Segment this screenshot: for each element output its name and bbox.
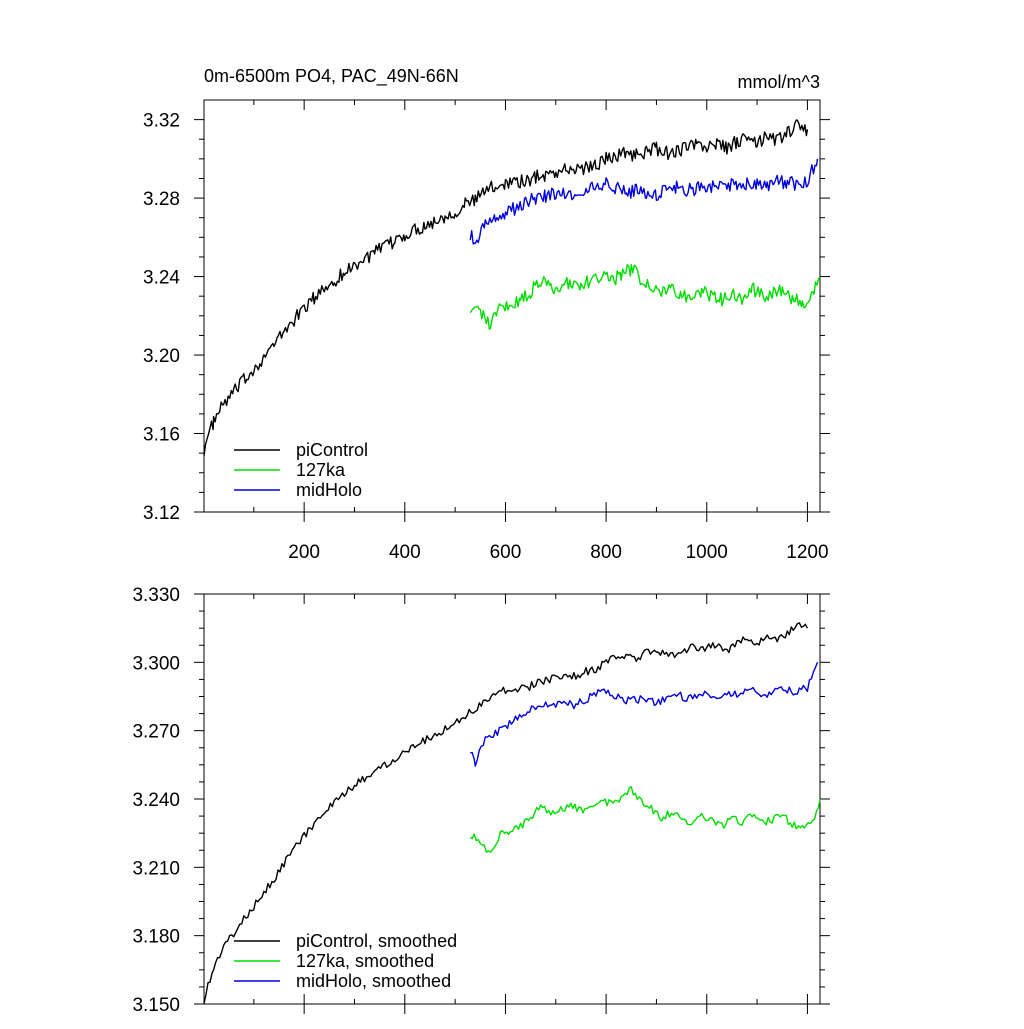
y-tick-label: 3.180	[132, 927, 180, 948]
plot-frame	[203, 99, 821, 513]
y-tick-label: 3.16	[143, 425, 180, 446]
x-tick-label: 800	[590, 542, 622, 563]
top-panel-title: 0m-6500m PO4, PAC_49N-66N	[204, 66, 459, 87]
legend-label: 127ka, smoothed	[296, 951, 434, 971]
x-tick-label: 1200	[786, 542, 828, 563]
y-tick-label: 3.12	[143, 503, 180, 524]
bottom-panel: 3.150 3.180 3.210 3.240 3.270 3.300 3.330 piCon…	[132, 585, 830, 1016]
y-tick-label: 3.24	[143, 268, 180, 289]
legend-label: midHolo, smoothed	[296, 971, 451, 991]
series-line-2	[469, 264, 821, 330]
x-tick-label: 1000	[686, 542, 728, 563]
y-tick-label: 3.300	[132, 653, 180, 674]
series-line-1	[203, 119, 809, 457]
y-tick-label: 3.210	[132, 858, 180, 879]
legend-label: 127ka	[296, 460, 346, 480]
y-tick-label: 3.330	[132, 585, 180, 606]
x-tick-label: 600	[490, 542, 522, 563]
series-line-3	[470, 662, 819, 767]
x-tick-label: 400	[389, 542, 421, 563]
series-line-3	[469, 158, 819, 245]
series-line-1	[203, 622, 809, 1004]
top-panel: 200 400 600 800 1000 1200 3.12 3.16 3.20 3.24 3.28…	[143, 99, 830, 563]
series-line-2	[469, 786, 821, 853]
y-tick-label: 3.270	[132, 722, 180, 743]
y-tick-label: 3.32	[143, 111, 180, 132]
y-tick-label: 3.28	[143, 189, 180, 210]
top-panel-units: mmol/m^3	[738, 72, 820, 92]
y-tick-label: 3.150	[132, 995, 180, 1016]
x-tick-label: 200	[288, 542, 320, 563]
legend-label: midHolo	[296, 480, 362, 500]
legend-label: piControl	[296, 440, 368, 460]
legend-label: piControl, smoothed	[296, 931, 457, 951]
y-tick-label: 3.20	[143, 346, 180, 367]
y-tick-label: 3.240	[132, 790, 180, 811]
